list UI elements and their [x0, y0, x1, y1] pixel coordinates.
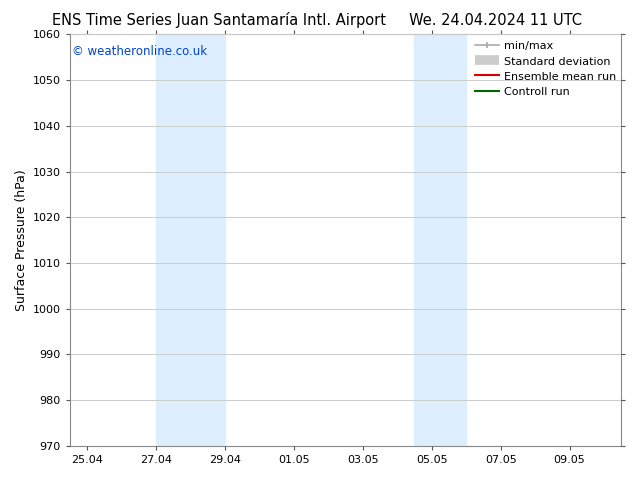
Bar — [156, 34, 225, 446]
Text: ENS Time Series Juan Santamaría Intl. Airport     We. 24.04.2024 11 UTC: ENS Time Series Juan Santamaría Intl. Ai… — [52, 12, 582, 28]
Legend: min/max, Standard deviation, Ensemble mean run, Controll run: min/max, Standard deviation, Ensemble me… — [475, 40, 616, 98]
Text: © weatheronline.co.uk: © weatheronline.co.uk — [72, 45, 207, 58]
Bar — [415, 34, 466, 446]
Y-axis label: Surface Pressure (hPa): Surface Pressure (hPa) — [15, 169, 29, 311]
